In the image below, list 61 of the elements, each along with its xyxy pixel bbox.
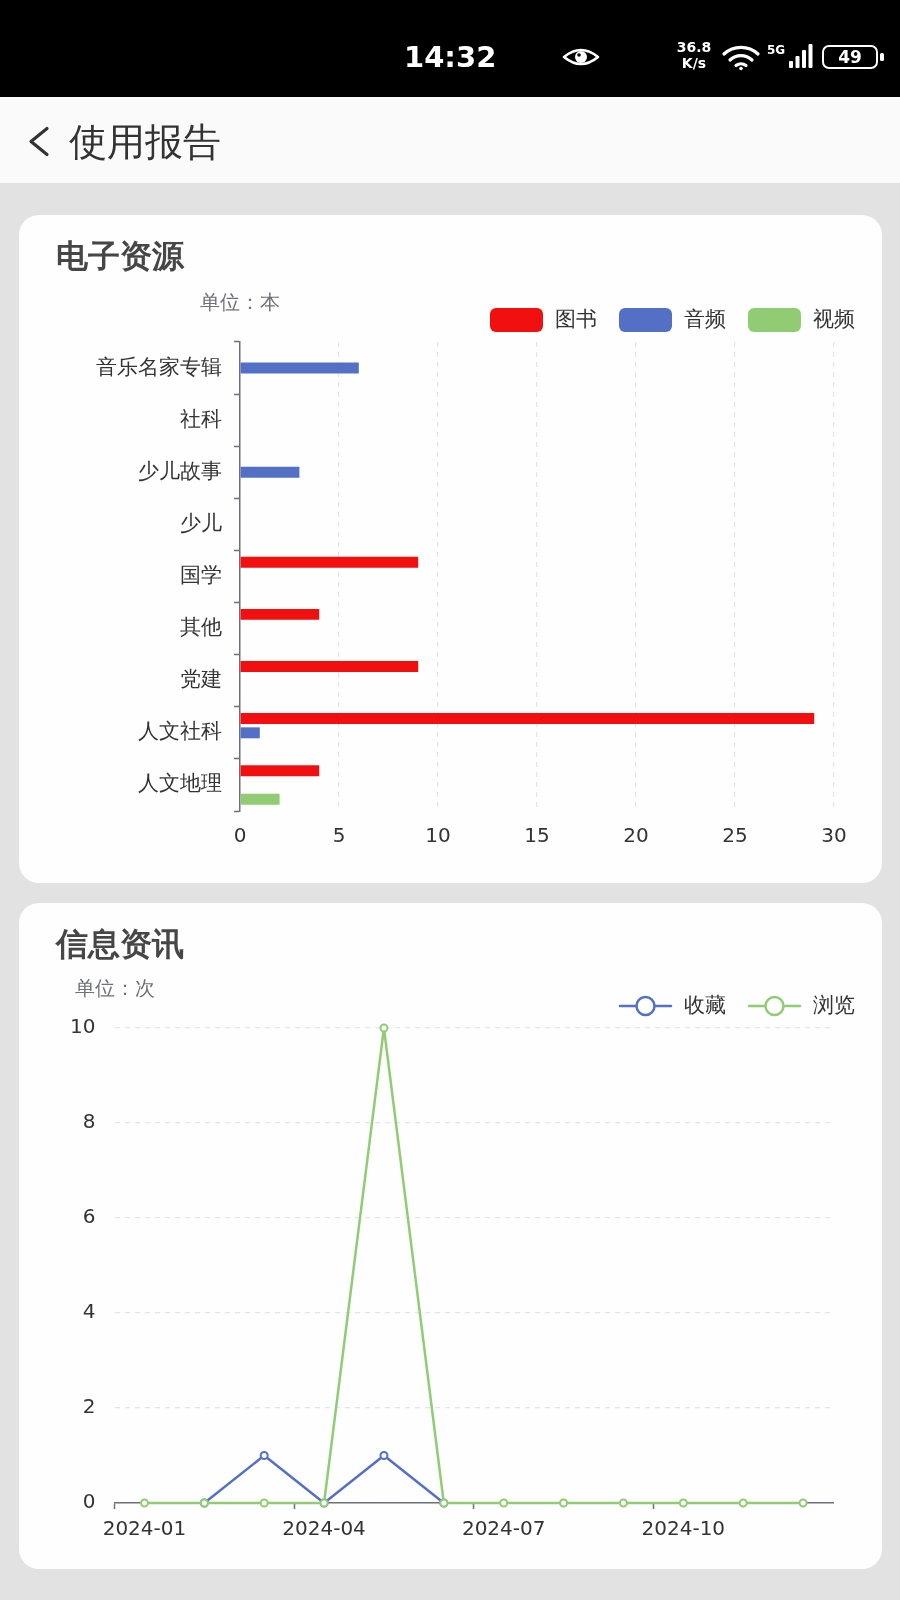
legend-label: 收藏 xyxy=(684,993,726,1018)
point xyxy=(259,1451,269,1460)
y-tick-label: 8 xyxy=(82,1109,96,1134)
bar xyxy=(240,466,300,478)
text: 14:32 xyxy=(404,39,497,74)
bar xyxy=(240,727,260,739)
x-tick-label: 5 xyxy=(332,823,346,848)
text: 36.8 xyxy=(676,39,712,55)
legend-label: 浏览 xyxy=(813,993,855,1018)
point xyxy=(379,1023,389,1033)
legend-label: 图书 xyxy=(555,307,597,332)
y-tick-label: 0 xyxy=(82,1489,96,1514)
chart-title: 电子资源 xyxy=(56,236,185,275)
x-tick-label: 30 xyxy=(821,823,847,848)
point xyxy=(618,1498,628,1508)
y-tick-label: 2 xyxy=(82,1394,96,1419)
text: 5G xyxy=(767,43,786,57)
bar xyxy=(240,608,320,620)
x-tick-label: 10 xyxy=(425,823,451,848)
legend-label: 视频 xyxy=(813,307,855,332)
x-tick-label: 0 xyxy=(233,823,247,848)
x-tick-label: 20 xyxy=(623,823,649,848)
text: K/s xyxy=(681,55,707,71)
y-tick-label: 人文社科 xyxy=(138,719,222,744)
legend-label: 音频 xyxy=(684,307,726,332)
point xyxy=(499,1498,509,1508)
bar xyxy=(240,556,419,568)
bar xyxy=(240,713,815,725)
x-tick-label: 2024-01 xyxy=(102,1516,187,1541)
y-tick-label: 音乐名家专辑 xyxy=(96,354,222,379)
point xyxy=(259,1498,269,1508)
x-tick-label: 2024-04 xyxy=(282,1516,366,1541)
bar xyxy=(240,661,419,672)
point xyxy=(379,1451,389,1460)
x-tick-label: 25 xyxy=(722,823,748,848)
y-axis-title: 单位：本 xyxy=(200,290,280,315)
text: 49 xyxy=(838,46,862,67)
point xyxy=(559,1498,569,1508)
point xyxy=(738,1498,748,1508)
y-tick-label: 社科 xyxy=(180,406,222,431)
text: 使用报告 xyxy=(69,120,221,164)
bar xyxy=(240,793,280,805)
bar xyxy=(240,362,359,374)
point xyxy=(678,1498,688,1508)
chart-title: 信息资讯 xyxy=(54,924,184,963)
y-tick-label: 人文地理 xyxy=(138,771,222,796)
y-tick-label: 10 xyxy=(70,1014,96,1039)
y-tick-label: 少儿 xyxy=(180,510,222,535)
bar xyxy=(240,765,320,777)
y-tick-label: 4 xyxy=(82,1299,96,1324)
x-tick-label: 2024-10 xyxy=(641,1516,726,1541)
y-axis-title: 单位：次 xyxy=(74,976,155,1001)
point xyxy=(798,1498,808,1508)
y-tick-label: 6 xyxy=(82,1204,96,1229)
y-tick-label: 少儿故事 xyxy=(138,458,222,483)
y-tick-label: 党建 xyxy=(180,667,222,692)
y-tick-label: 国学 xyxy=(180,562,222,587)
y-tick-label: 其他 xyxy=(180,615,222,640)
x-tick-label: 15 xyxy=(524,823,550,848)
x-tick-label: 2024-07 xyxy=(461,1516,546,1541)
point xyxy=(139,1498,149,1508)
